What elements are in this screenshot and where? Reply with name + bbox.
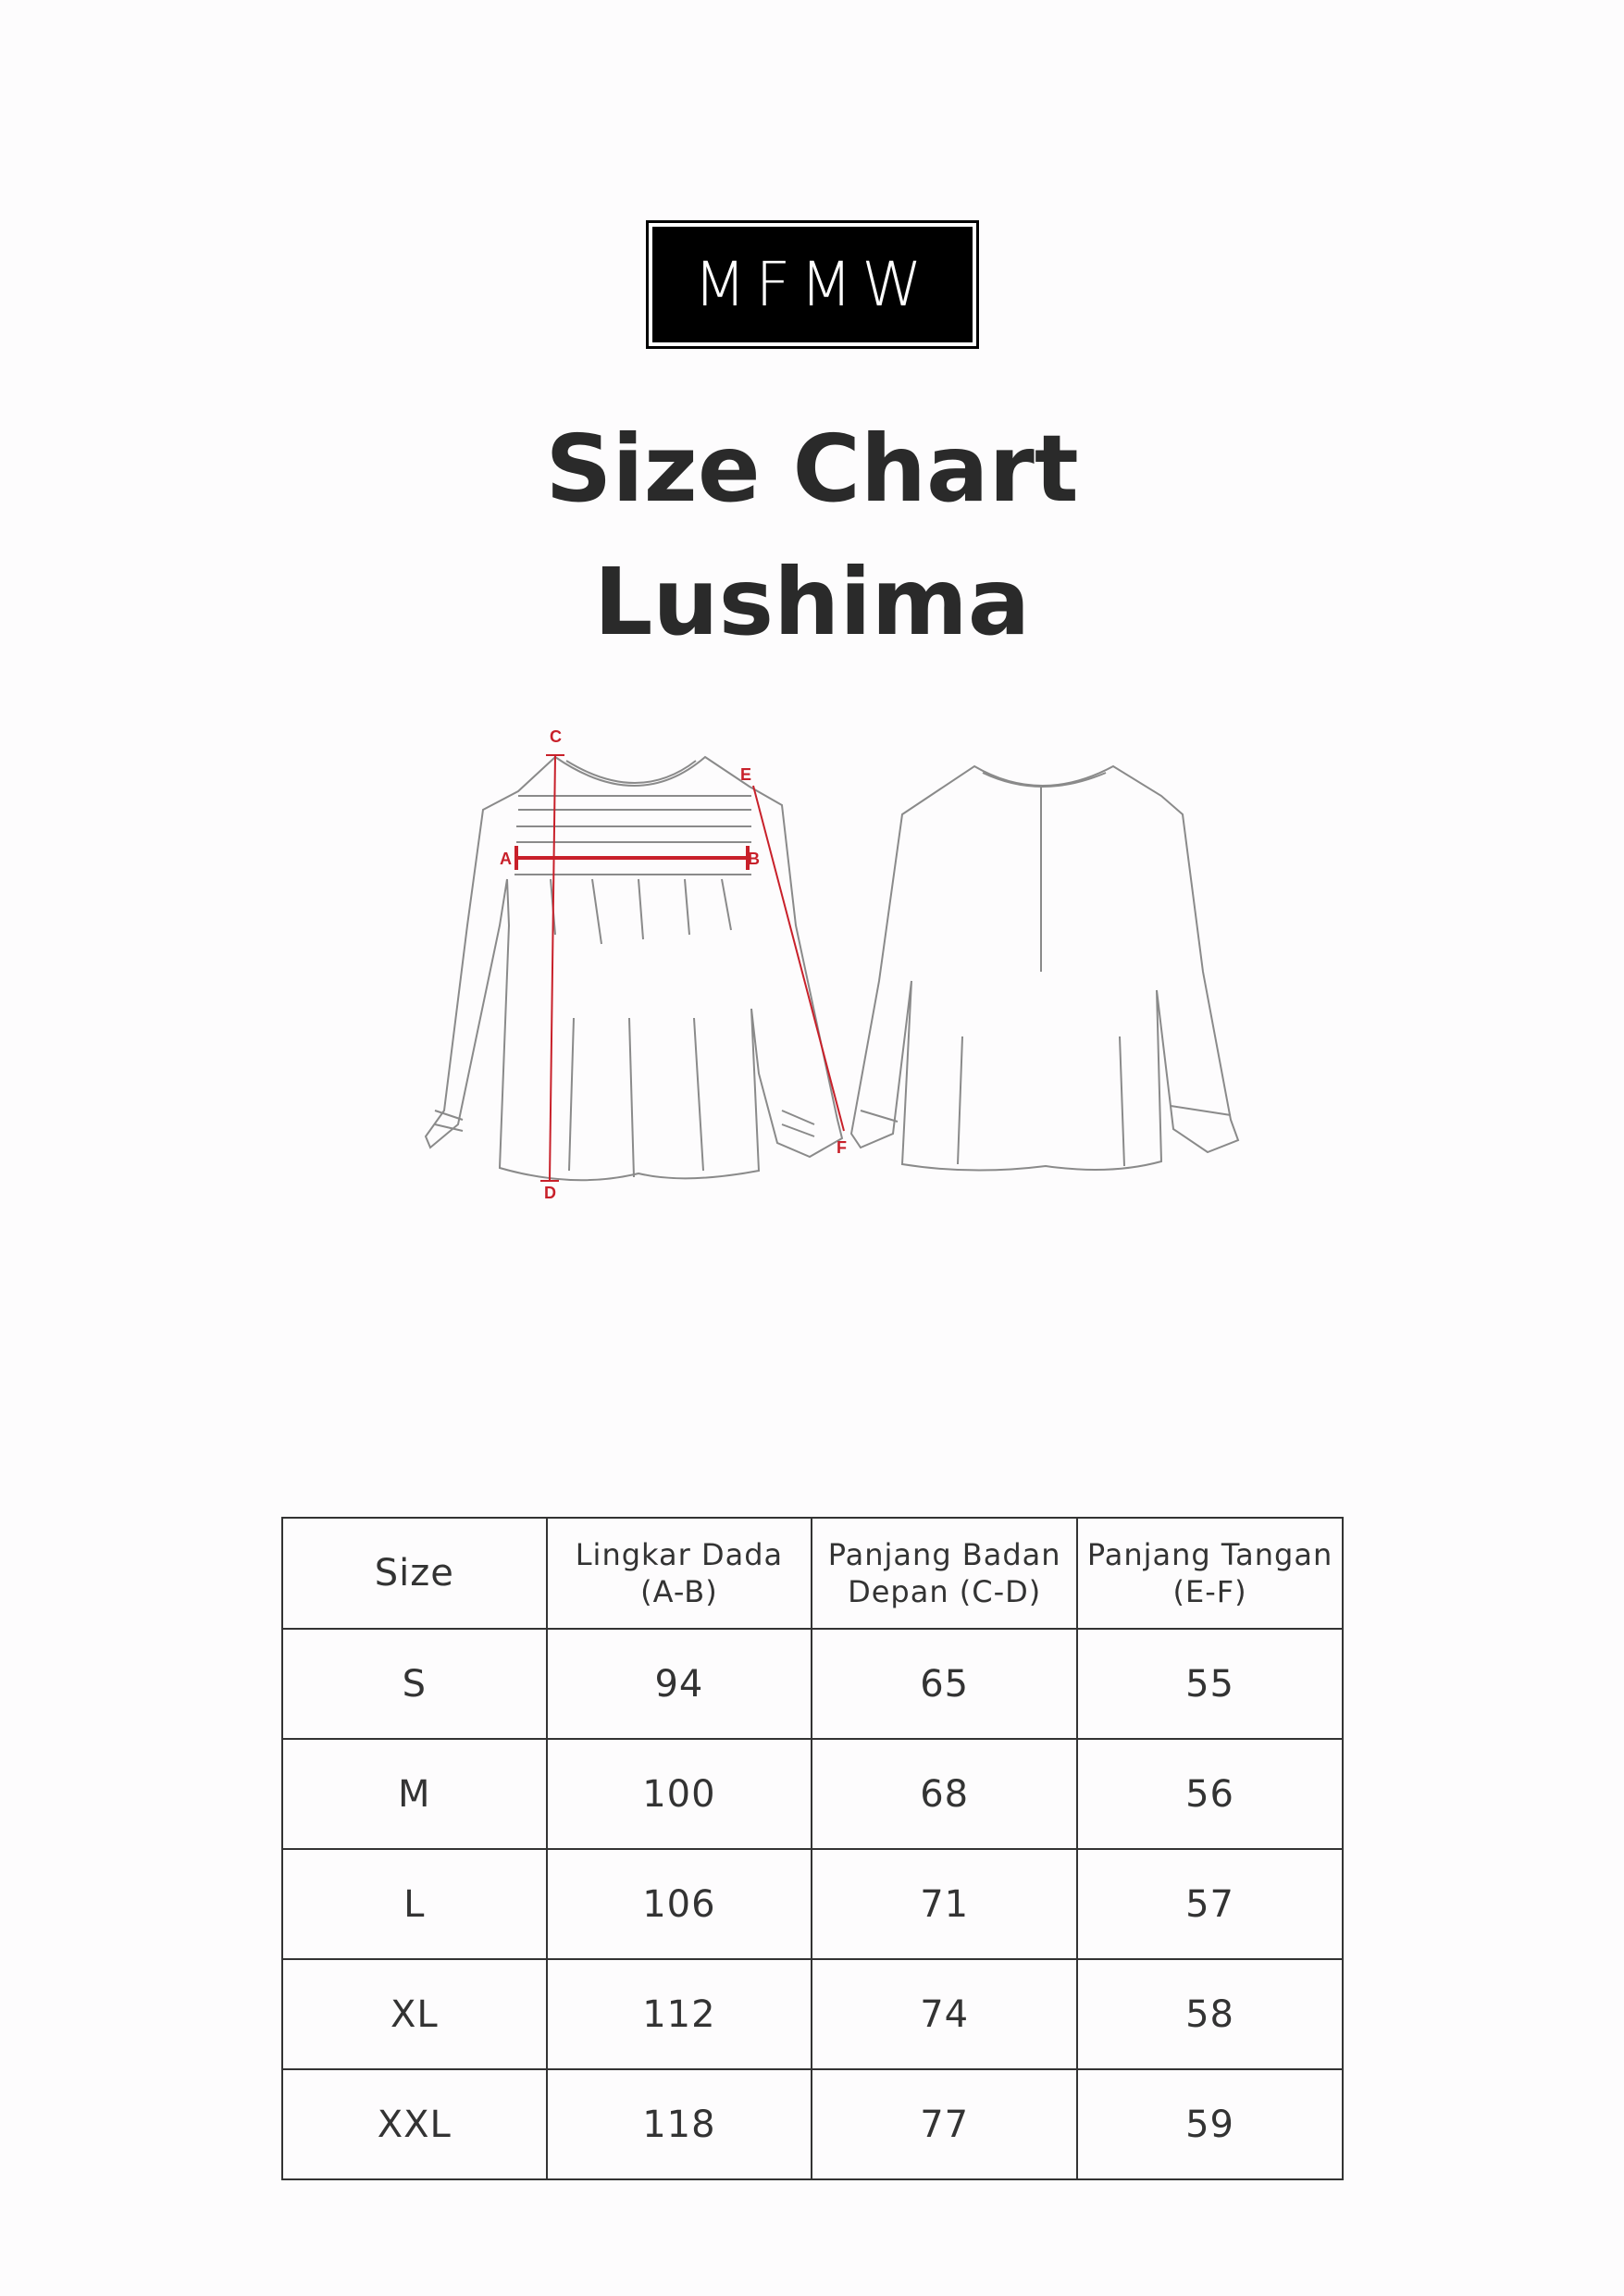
front-garment-illustration [424, 755, 844, 1182]
measure-line-cd [549, 754, 556, 1182]
cell-sleeve-length: 56 [1076, 1738, 1344, 1850]
cell-chest: 118 [545, 2068, 813, 2180]
product-name: Lushima [593, 548, 1031, 656]
cell-front-length: 68 [811, 1738, 1079, 1850]
cell-chest: 106 [545, 1848, 813, 1960]
label-c: C [550, 727, 562, 746]
label-e: E [740, 765, 751, 784]
measurement-lines [514, 754, 845, 1182]
cell-front-length: 77 [811, 2068, 1079, 2180]
garment-diagram: A B C D E F [424, 727, 1240, 1202]
cell-chest: 94 [545, 1628, 813, 1740]
table-header-row: Size Lingkar Dada (A-B) Panjang Badan Depa… [281, 1517, 1344, 1630]
label-d: D [544, 1184, 556, 1202]
table-row: M 100 68 56 [281, 1738, 1344, 1850]
cell-sleeve-length: 58 [1076, 1958, 1344, 2070]
label-a: A [500, 850, 512, 868]
back-garment-illustration [849, 764, 1240, 1172]
cell-chest: 112 [545, 1958, 813, 2070]
cell-front-length: 65 [811, 1628, 1079, 1740]
size-table: Size Lingkar Dada (A-B) Panjang Badan Depa… [281, 1517, 1344, 2180]
header-sleeve-length: Panjang Tangan (E-F) [1076, 1517, 1344, 1630]
cell-front-length: 71 [811, 1848, 1079, 1960]
cell-sleeve-length: 59 [1076, 2068, 1344, 2180]
cell-size: XL [281, 1958, 548, 2070]
label-b: B [748, 850, 760, 868]
table-row: XL 112 74 58 [281, 1958, 1344, 2070]
cell-chest: 100 [545, 1738, 813, 1850]
measure-line-ef [752, 785, 845, 1132]
cell-front-length: 74 [811, 1958, 1079, 2070]
logo-text: MFMW [652, 227, 973, 342]
brand-logo: MFMW [646, 220, 979, 349]
cell-size: M [281, 1738, 548, 1850]
cell-size: XXL [281, 2068, 548, 2180]
header-front-length: Panjang Badan Depan (C-D) [811, 1517, 1079, 1630]
header-chest: Lingkar Dada (A-B) [545, 1517, 813, 1630]
label-f: F [837, 1138, 847, 1157]
table-row: S 94 65 55 [281, 1628, 1344, 1740]
cell-size: L [281, 1848, 548, 1960]
cell-size: S [281, 1628, 548, 1740]
cell-sleeve-length: 55 [1076, 1628, 1344, 1740]
page-title: Size Chart [545, 415, 1079, 523]
table-row: L 106 71 57 [281, 1848, 1344, 1960]
cell-sleeve-length: 57 [1076, 1848, 1344, 1960]
header-size: Size [281, 1517, 548, 1630]
table-row: XXL 118 77 59 [281, 2068, 1344, 2180]
